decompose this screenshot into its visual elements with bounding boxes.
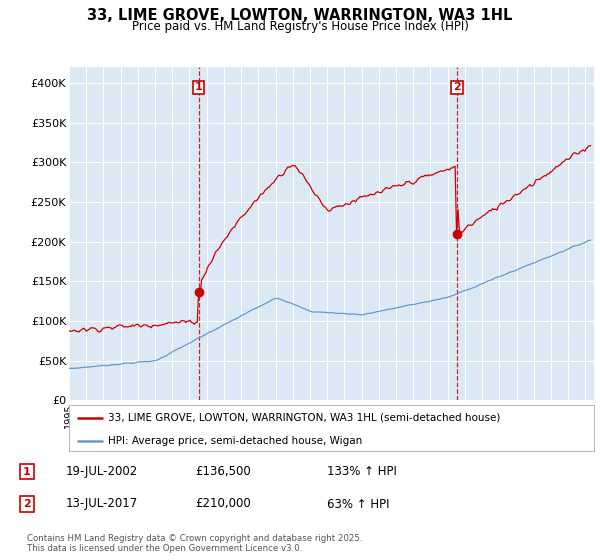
Text: HPI: Average price, semi-detached house, Wigan: HPI: Average price, semi-detached house,… — [109, 436, 362, 446]
Text: 2: 2 — [23, 499, 31, 509]
Text: 19-JUL-2002: 19-JUL-2002 — [66, 465, 138, 478]
Text: 33, LIME GROVE, LOWTON, WARRINGTON, WA3 1HL: 33, LIME GROVE, LOWTON, WARRINGTON, WA3 … — [88, 8, 512, 24]
Text: 63% ↑ HPI: 63% ↑ HPI — [327, 497, 389, 511]
Text: £210,000: £210,000 — [195, 497, 251, 511]
Text: 1: 1 — [195, 82, 203, 92]
Text: 1: 1 — [23, 466, 31, 477]
Text: Contains HM Land Registry data © Crown copyright and database right 2025.
This d: Contains HM Land Registry data © Crown c… — [27, 534, 362, 553]
Text: £136,500: £136,500 — [195, 465, 251, 478]
Text: Price paid vs. HM Land Registry's House Price Index (HPI): Price paid vs. HM Land Registry's House … — [131, 20, 469, 33]
Text: 2: 2 — [453, 82, 461, 92]
Text: 33, LIME GROVE, LOWTON, WARRINGTON, WA3 1HL (semi-detached house): 33, LIME GROVE, LOWTON, WARRINGTON, WA3 … — [109, 413, 501, 423]
Text: 13-JUL-2017: 13-JUL-2017 — [66, 497, 138, 511]
Text: 133% ↑ HPI: 133% ↑ HPI — [327, 465, 397, 478]
